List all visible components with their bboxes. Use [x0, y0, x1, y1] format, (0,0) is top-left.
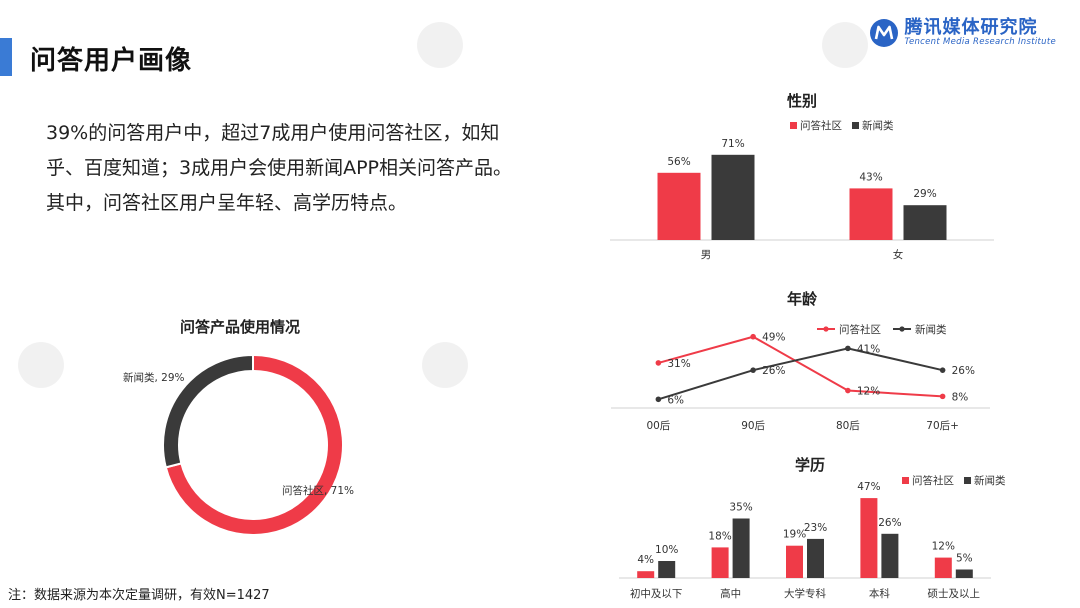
- x-tick-label: 硕士及以上: [928, 587, 981, 600]
- title-accent-bar: [0, 38, 12, 76]
- bar: [881, 533, 899, 578]
- x-tick-label: 男: [701, 249, 712, 261]
- x-tick-label: 本科: [869, 587, 890, 600]
- x-tick-label: 女: [893, 248, 904, 261]
- summary-paragraph-1: 39%的问答用户中，超过7成用户使用问答社区，如知乎、百度知道；3成用户会使用新…: [46, 122, 513, 179]
- data-label: 49%: [762, 332, 785, 344]
- series-line: [658, 335, 943, 398]
- summary-text: 39%的问答用户中，超过7成用户使用问答社区，如知乎、百度知道；3成用户会使用新…: [46, 116, 516, 221]
- x-tick-label: 90后: [741, 420, 765, 432]
- data-label: 26%: [878, 517, 901, 529]
- data-label: 43%: [859, 171, 882, 183]
- legend-label: 问答社区: [800, 119, 842, 132]
- x-tick-label: 初中及以下: [630, 587, 683, 600]
- legend-swatch: [852, 122, 859, 129]
- data-label: 26%: [762, 365, 785, 377]
- legend-marker: [899, 326, 905, 332]
- legend-swatch: [902, 477, 909, 484]
- bar: [657, 172, 701, 240]
- watermark-icon: [18, 342, 64, 388]
- data-label: 29%: [913, 188, 936, 200]
- data-label: 71%: [721, 138, 744, 150]
- data-label: 47%: [857, 481, 880, 493]
- watermark-icon: [417, 22, 463, 68]
- chart-title: 性别: [787, 92, 817, 110]
- data-label: 8%: [952, 391, 969, 403]
- legend-label: 问答社区: [912, 474, 954, 487]
- bar: [903, 205, 947, 240]
- legend-swatch: [964, 477, 971, 484]
- data-label: 12%: [932, 541, 955, 553]
- data-point: [655, 360, 662, 366]
- data-label: 10%: [655, 544, 678, 556]
- bar: [849, 188, 893, 240]
- watermark-icon: [422, 342, 468, 388]
- data-label: 5%: [956, 553, 973, 565]
- data-label: 35%: [729, 502, 752, 514]
- footnote: 注：数据来源为本次定量调研，有效N=1427: [8, 588, 270, 603]
- chart-title: 问答产品使用情况: [180, 318, 300, 336]
- tencent-media-logo-icon: [869, 19, 898, 47]
- donut-slice: [162, 353, 254, 469]
- data-label: 12%: [857, 386, 880, 398]
- legend-label: 新闻类: [915, 323, 947, 336]
- bar: [955, 569, 973, 578]
- data-label: 23%: [804, 522, 827, 534]
- brand-logo: 腾讯媒体研究院 Tencent Media Research Institute: [869, 18, 1056, 48]
- data-label: 56%: [667, 156, 690, 168]
- bar: [711, 547, 729, 578]
- slice-label: 新闻类, 29%: [123, 371, 185, 384]
- x-tick-label: 00后: [646, 420, 670, 432]
- summary-paragraph-2: 其中，问答社区用户呈年轻、高学历特点。: [46, 192, 408, 214]
- bar: [934, 557, 952, 578]
- data-label: 26%: [952, 365, 975, 377]
- data-point: [939, 367, 946, 373]
- data-point: [655, 396, 662, 403]
- bar: [711, 154, 755, 240]
- x-tick-label: 70后+: [926, 420, 959, 432]
- data-point: [750, 367, 756, 373]
- slice-label: 问答社区, 71%: [282, 484, 354, 497]
- bar: [637, 571, 655, 578]
- data-point: [750, 333, 756, 340]
- data-label: 19%: [783, 529, 806, 541]
- brand-name-cn: 腾讯媒体研究院: [904, 17, 1038, 39]
- page-title: 问答用户画像: [30, 46, 193, 76]
- data-label: 31%: [667, 358, 690, 370]
- brand-name-en: Tencent Media Research Institute: [904, 36, 1056, 47]
- watermark-icon: [822, 22, 868, 68]
- chart-title: 学历: [795, 456, 825, 474]
- chart-title: 年龄: [787, 290, 818, 308]
- data-label: 4%: [637, 554, 654, 566]
- data-point: [939, 393, 946, 400]
- bar: [658, 561, 676, 578]
- x-tick-label: 大学专科: [784, 587, 826, 600]
- x-tick-label: 80后: [836, 420, 860, 432]
- x-tick-label: 高中: [720, 587, 741, 600]
- bar: [786, 545, 803, 578]
- bar: [732, 518, 750, 578]
- data-label: 18%: [708, 530, 731, 542]
- series-line: [658, 347, 943, 401]
- legend-label: 新闻类: [862, 119, 894, 132]
- legend-swatch: [790, 122, 797, 129]
- bar: [860, 498, 878, 578]
- data-point: [845, 387, 851, 394]
- legend-label: 问答社区: [839, 323, 881, 336]
- data-point: [845, 345, 851, 352]
- legend-label: 新闻类: [974, 474, 1006, 487]
- data-label: 41%: [857, 343, 880, 355]
- bar: [807, 538, 824, 578]
- legend-marker: [823, 326, 829, 332]
- data-label: 6%: [667, 394, 684, 406]
